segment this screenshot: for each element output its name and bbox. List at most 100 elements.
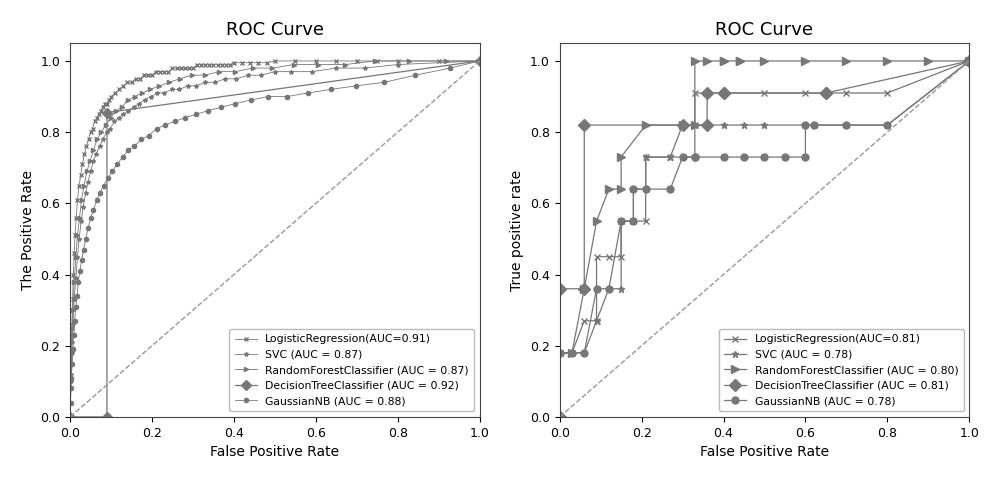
- GaussianNB (AUC = 0.78): [840, 122, 852, 128]
- SVC (AUC = 0.78): [758, 122, 770, 128]
- LogisticRegression(AUC=0.81): [627, 218, 639, 224]
- SVC (AUC = 0.78): [963, 58, 975, 64]
- GaussianNB (AUC = 0.88): [102, 176, 114, 181]
- SVC (AUC = 0.78): [689, 154, 701, 160]
- GaussianNB (AUC = 0.88): [190, 111, 202, 117]
- GaussianNB (AUC = 0.88): [66, 360, 78, 366]
- SVC (AUC = 0.87): [199, 79, 211, 85]
- LogisticRegression(AUC=0.81): [799, 90, 811, 96]
- SVC (AUC = 0.78): [615, 218, 627, 224]
- GaussianNB (AUC = 0.88): [82, 226, 94, 231]
- GaussianNB (AUC = 0.88): [68, 332, 80, 338]
- SVC (AUC = 0.87): [64, 414, 76, 420]
- LogisticRegression(AUC=0.81): [615, 218, 627, 224]
- SVC (AUC = 0.87): [242, 72, 254, 78]
- RandomForestClassifier (AUC = 0.87): [247, 65, 259, 71]
- Line: LogisticRegression(AUC=0.81): LogisticRegression(AUC=0.81): [556, 58, 973, 420]
- GaussianNB (AUC = 0.88): [111, 161, 123, 167]
- RandomForestClassifier (AUC = 0.87): [66, 339, 78, 345]
- GaussianNB (AUC = 0.88): [281, 94, 293, 99]
- RandomForestClassifier (AUC = 0.87): [229, 69, 241, 74]
- RandomForestClassifier (AUC = 0.80): [963, 58, 975, 64]
- GaussianNB (AUC = 0.88): [143, 133, 155, 139]
- GaussianNB (AUC = 0.88): [409, 72, 421, 78]
- RandomForestClassifier (AUC = 0.87): [312, 61, 324, 67]
- SVC (AUC = 0.78): [566, 350, 578, 356]
- GaussianNB (AUC = 0.78): [554, 414, 566, 420]
- GaussianNB (AUC = 0.88): [262, 94, 274, 99]
- LogisticRegression(AUC=0.81): [615, 254, 627, 260]
- SVC (AUC = 0.87): [97, 136, 109, 142]
- GaussianNB (AUC = 0.88): [78, 247, 90, 252]
- DecisionTreeClassifier (AUC = 0.81): [578, 122, 590, 128]
- GaussianNB (AUC = 0.78): [627, 186, 639, 192]
- GaussianNB (AUC = 0.88): [350, 83, 362, 89]
- RandomForestClassifier (AUC = 0.87): [76, 197, 88, 203]
- RandomForestClassifier (AUC = 0.80): [718, 58, 730, 64]
- SVC (AUC = 0.78): [664, 154, 676, 160]
- RandomForestClassifier (AUC = 0.87): [64, 414, 76, 420]
- LogisticRegression(AUC=0.81): [689, 122, 701, 128]
- RandomForestClassifier (AUC = 0.87): [213, 69, 225, 74]
- GaussianNB (AUC = 0.88): [67, 347, 79, 352]
- LogisticRegression(AUC=0.81): [718, 90, 730, 96]
- DecisionTreeClassifier (AUC = 0.81): [718, 90, 730, 96]
- SVC (AUC = 0.78): [840, 122, 852, 128]
- RandomForestClassifier (AUC = 0.80): [922, 58, 934, 64]
- RandomForestClassifier (AUC = 0.80): [640, 122, 652, 128]
- SVC (AUC = 0.87): [77, 204, 89, 210]
- SVC (AUC = 0.87): [73, 236, 85, 242]
- GaussianNB (AUC = 0.78): [689, 154, 701, 160]
- SVC (AUC = 0.87): [82, 179, 94, 185]
- SVC (AUC = 0.87): [67, 322, 79, 327]
- GaussianNB (AUC = 0.78): [627, 218, 639, 224]
- GaussianNB (AUC = 0.88): [378, 79, 390, 85]
- GaussianNB (AUC = 0.78): [578, 350, 590, 356]
- Line: GaussianNB (AUC = 0.88): GaussianNB (AUC = 0.88): [68, 59, 482, 419]
- SVC (AUC = 0.87): [219, 76, 231, 82]
- RandomForestClassifier (AUC = 0.80): [758, 58, 770, 64]
- RandomForestClassifier (AUC = 0.80): [734, 58, 746, 64]
- GaussianNB (AUC = 0.78): [808, 122, 820, 128]
- Line: SVC (AUC = 0.78): SVC (AUC = 0.78): [556, 58, 973, 420]
- RandomForestClassifier (AUC = 0.80): [689, 58, 701, 64]
- DecisionTreeClassifier (AUC = 0.81): [701, 122, 713, 128]
- Line: DecisionTreeClassifier (AUC = 0.81): DecisionTreeClassifier (AUC = 0.81): [556, 57, 973, 421]
- DecisionTreeClassifier (AUC = 0.81): [701, 90, 713, 96]
- DecisionTreeClassifier (AUC = 0.81): [820, 90, 832, 96]
- DecisionTreeClassifier (AUC = 0.81): [718, 90, 730, 96]
- SVC (AUC = 0.87): [182, 83, 194, 89]
- DecisionTreeClassifier (AUC = 0.81): [554, 414, 566, 420]
- Line: DecisionTreeClassifier (AUC = 0.92): DecisionTreeClassifier (AUC = 0.92): [67, 58, 483, 420]
- GaussianNB (AUC = 0.78): [779, 154, 791, 160]
- GaussianNB (AUC = 0.78): [677, 154, 689, 160]
- RandomForestClassifier (AUC = 0.80): [881, 58, 893, 64]
- LogisticRegression(AUC=0.81): [640, 154, 652, 160]
- LogisticRegression(AUC=0.81): [566, 350, 578, 356]
- GaussianNB (AUC = 0.88): [159, 122, 171, 128]
- SVC (AUC = 0.87): [65, 378, 77, 384]
- SVC (AUC = 0.87): [209, 79, 221, 85]
- LogisticRegression(AUC=0.81): [554, 350, 566, 356]
- GaussianNB (AUC = 0.88): [70, 304, 82, 310]
- SVC (AUC = 0.78): [881, 122, 893, 128]
- LogisticRegression(AUC=0.91): [162, 69, 174, 74]
- GaussianNB (AUC = 0.78): [881, 122, 893, 128]
- Line: LogisticRegression(AUC=0.91): LogisticRegression(AUC=0.91): [68, 59, 482, 419]
- GaussianNB (AUC = 0.88): [74, 268, 86, 274]
- SVC (AUC = 0.87): [166, 86, 178, 92]
- GaussianNB (AUC = 0.88): [87, 207, 99, 213]
- GaussianNB (AUC = 0.78): [554, 350, 566, 356]
- LogisticRegression(AUC=0.81): [603, 254, 615, 260]
- SVC (AUC = 0.78): [640, 154, 652, 160]
- SVC (AUC = 0.87): [139, 97, 151, 103]
- GaussianNB (AUC = 0.88): [179, 115, 191, 121]
- SVC (AUC = 0.87): [285, 69, 297, 74]
- RandomForestClassifier (AUC = 0.80): [591, 218, 603, 224]
- SVC (AUC = 0.87): [68, 297, 80, 302]
- RandomForestClassifier (AUC = 0.87): [136, 90, 148, 96]
- Legend: LogisticRegression(AUC=0.81), SVC (AUC = 0.78), RandomForestClassifier (AUC = 0.: LogisticRegression(AUC=0.81), SVC (AUC =…: [719, 329, 964, 411]
- GaussianNB (AUC = 0.88): [302, 90, 314, 96]
- SVC (AUC = 0.87): [66, 350, 78, 356]
- LogisticRegression(AUC=0.81): [881, 90, 893, 96]
